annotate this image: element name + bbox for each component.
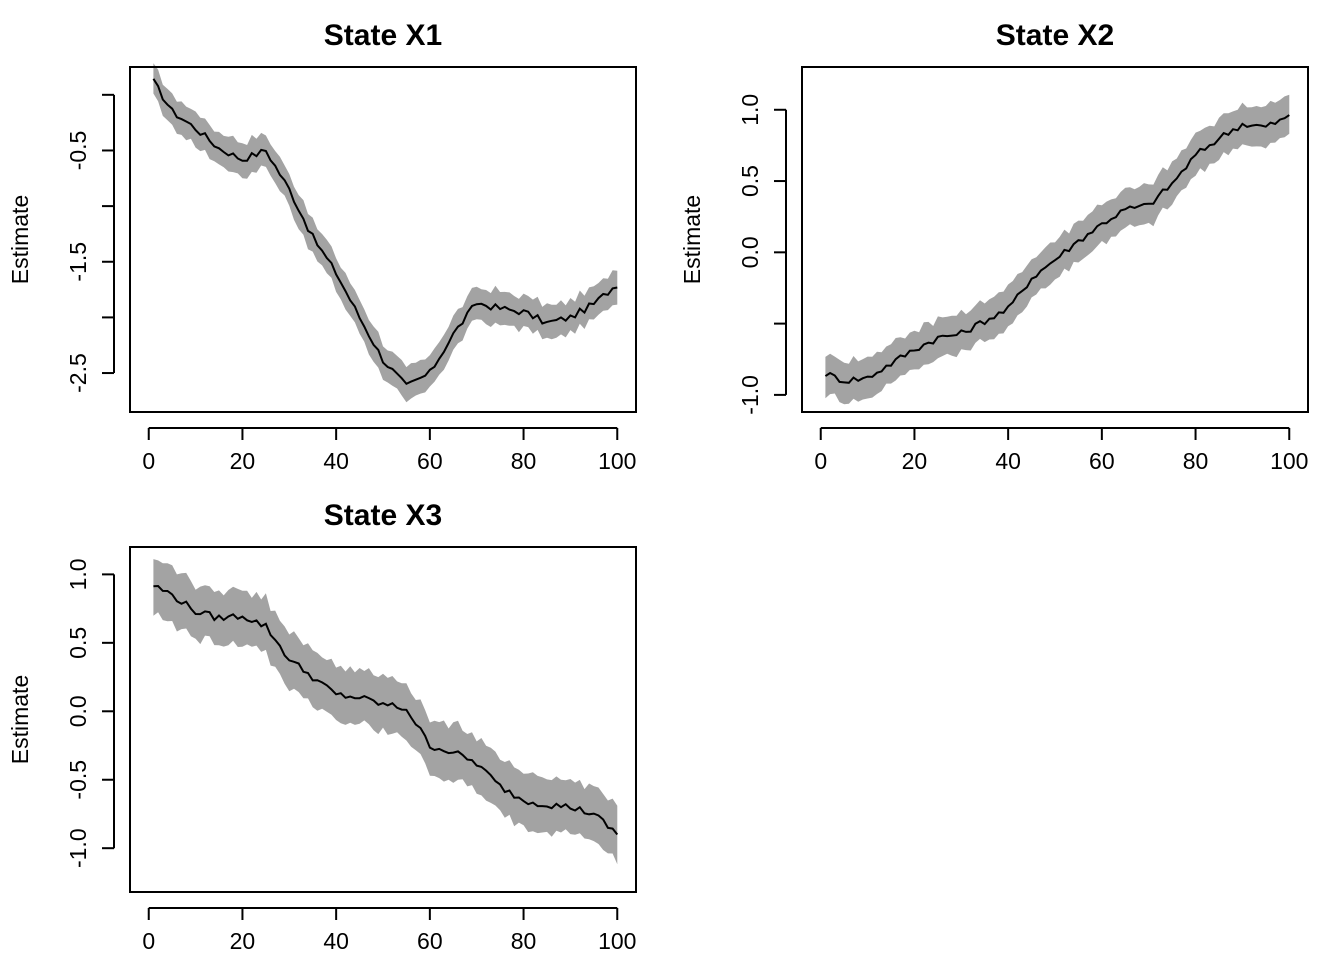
y-tick-label: 0.5: [737, 165, 763, 197]
y-tick-label: 0.0: [737, 236, 763, 268]
x-tick-label: 40: [323, 928, 349, 954]
estimate-line: [824, 114, 1290, 384]
x-tick-label: 40: [323, 448, 349, 474]
x-tick-label: 0: [814, 448, 827, 474]
plot-frame: [801, 66, 1309, 413]
y-tick-label: -0.5: [65, 760, 91, 800]
plot-frame: [129, 546, 637, 893]
x-tick-label: 40: [995, 448, 1021, 474]
x-tick-label: 60: [417, 928, 443, 954]
estimate-line: [153, 584, 619, 836]
x-tick-label: 0: [142, 928, 155, 954]
x-tick-label: 80: [511, 448, 537, 474]
y-tick-label: 1.0: [65, 558, 91, 590]
y-tick-label: 0.5: [65, 627, 91, 659]
y-tick-label: -0.5: [65, 131, 91, 171]
y-axis-label: Estimate: [679, 195, 705, 284]
chart-title: State X1: [324, 19, 442, 52]
y-tick-label: -1.0: [737, 375, 763, 415]
estimate-line: [152, 78, 618, 386]
chart-title: State X2: [996, 19, 1114, 52]
x-tick-label: 60: [1089, 448, 1115, 474]
x-tick-label: 100: [598, 928, 636, 954]
confidence-band: [153, 63, 618, 403]
x-tick-label: 20: [230, 928, 256, 954]
y-tick-label: 1.0: [737, 94, 763, 126]
y-tick-label: -1.0: [65, 828, 91, 868]
x-tick-label: 100: [1270, 448, 1308, 474]
y-tick-label: -2.5: [65, 353, 91, 393]
chart-panel-3: State X3 0 20 40 60 80 100 1.0 0.5 0.0 -0.5 -1.0 Est…: [7, 499, 637, 954]
x-tick-label: 20: [902, 448, 928, 474]
plot-frame: [129, 66, 637, 413]
y-axis-label: Estimate: [7, 195, 33, 284]
x-tick-label: 0: [142, 448, 155, 474]
confidence-band: [825, 94, 1290, 405]
x-tick-label: 100: [598, 448, 636, 474]
x-tick-label: 60: [417, 448, 443, 474]
chart-panel-1: State X1 0 20 40 60 80 100 -0.5 -1.5 -2.5 Estimate: [7, 19, 637, 474]
chart-title: State X3: [324, 499, 442, 532]
x-tick-label: 80: [1183, 448, 1209, 474]
y-axis-label: Estimate: [7, 675, 33, 764]
y-tick-label: 0.0: [65, 695, 91, 727]
chart-panel-2: State X2 0 20 40 60 80 100 -1.0 0.0 0.5 1.0 Estimat…: [679, 19, 1309, 474]
x-tick-label: 20: [230, 448, 256, 474]
y-tick-label: -1.5: [65, 242, 91, 282]
x-tick-label: 80: [511, 928, 537, 954]
